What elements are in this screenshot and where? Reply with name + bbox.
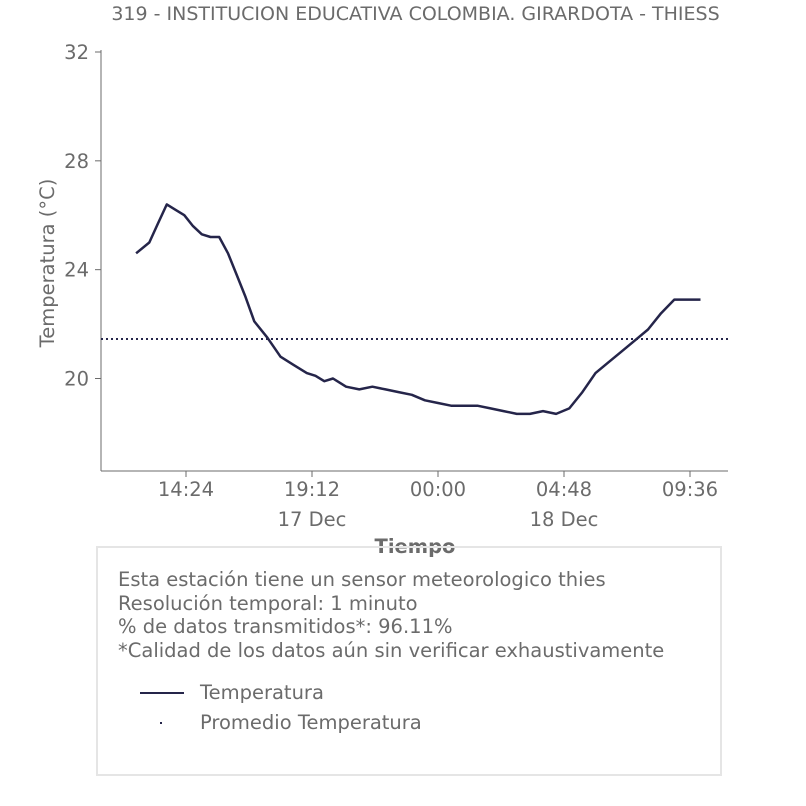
info-line-resolution: Resolución temporal: 1 minuto	[118, 591, 418, 615]
legend-dot-swatch	[140, 716, 184, 730]
ticks: 20 24 28 32 14:24 19:12 00:00 04:48 09:36 17 Dec 1…	[64, 41, 718, 531]
y-tick-label: 24	[64, 259, 89, 282]
x-tick-label: 14:24	[158, 478, 214, 501]
info-line-transmitted: % de datos transmitidos*: 96.11%	[118, 615, 453, 638]
axes	[100, 50, 728, 472]
x-tick-label: 19:12	[284, 478, 340, 501]
series-layer	[101, 203, 728, 416]
info-legend-box: Esta estación tiene un sensor meteorolog…	[96, 546, 722, 776]
info-line-quality: *Calidad de los datos aún sin verificar …	[118, 638, 665, 662]
legend-item-promedio: Promedio Temperatura	[140, 711, 422, 734]
legend-item-temperatura: Temperatura	[140, 681, 324, 704]
legend-line-swatch	[140, 686, 184, 700]
x-date-label: 17 Dec	[278, 508, 347, 531]
y-tick-label: 28	[64, 150, 89, 173]
legend-label-temperatura: Temperatura	[200, 681, 324, 704]
x-date-label: 18 Dec	[530, 508, 599, 531]
legend-label-promedio: Promedio Temperatura	[200, 711, 422, 734]
x-tick-label: 09:36	[662, 478, 718, 501]
y-tick-label: 32	[64, 41, 89, 64]
x-tick-label: 00:00	[410, 478, 466, 501]
x-tick-label: 04:48	[536, 478, 592, 501]
chart-title: 319 - INSTITUCION EDUCATIVA COLOMBIA. GI…	[111, 3, 720, 25]
info-line-sensor: Esta estación tiene un sensor meteorolog…	[118, 568, 606, 591]
series-line-temperatura	[135, 203, 701, 416]
y-axis-label: Temperatura (°C)	[36, 179, 59, 349]
y-tick-label: 20	[64, 367, 89, 390]
info-text: Esta estación tiene un sensor meteorolog…	[118, 568, 664, 662]
